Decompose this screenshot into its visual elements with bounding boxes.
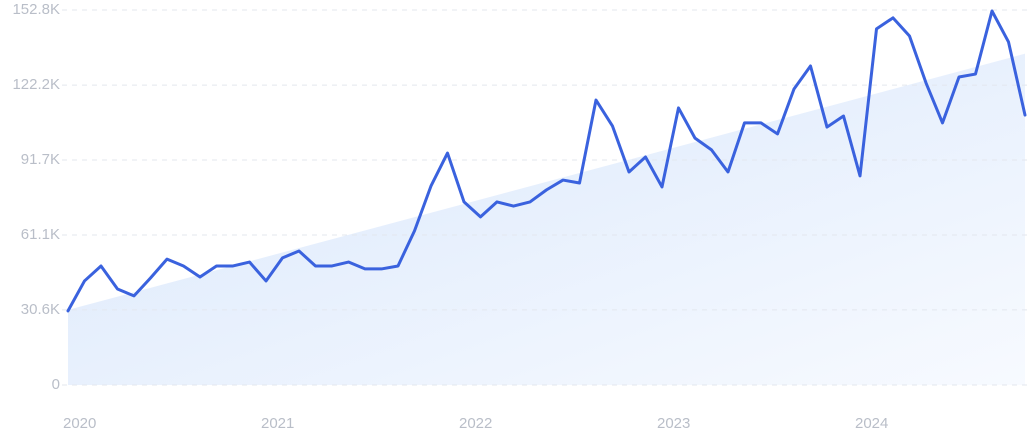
x-tick-label: 2024 [855,415,888,432]
y-tick-label: 30.6K [21,301,60,318]
y-tick-label: 122.2K [12,76,60,93]
y-tick-label: 91.7K [21,151,60,168]
x-tick-label: 2023 [657,415,690,432]
trend-area [68,53,1025,385]
x-tick-label: 2020 [63,415,96,432]
data-line [66,9,1027,313]
x-tick-label: 2022 [459,415,492,432]
y-tick-label: 61.1K [21,226,60,243]
y-tick-label: 0 [52,376,60,393]
x-tick-label: 2021 [261,415,294,432]
y-tick-label: 152.8K [12,1,60,18]
